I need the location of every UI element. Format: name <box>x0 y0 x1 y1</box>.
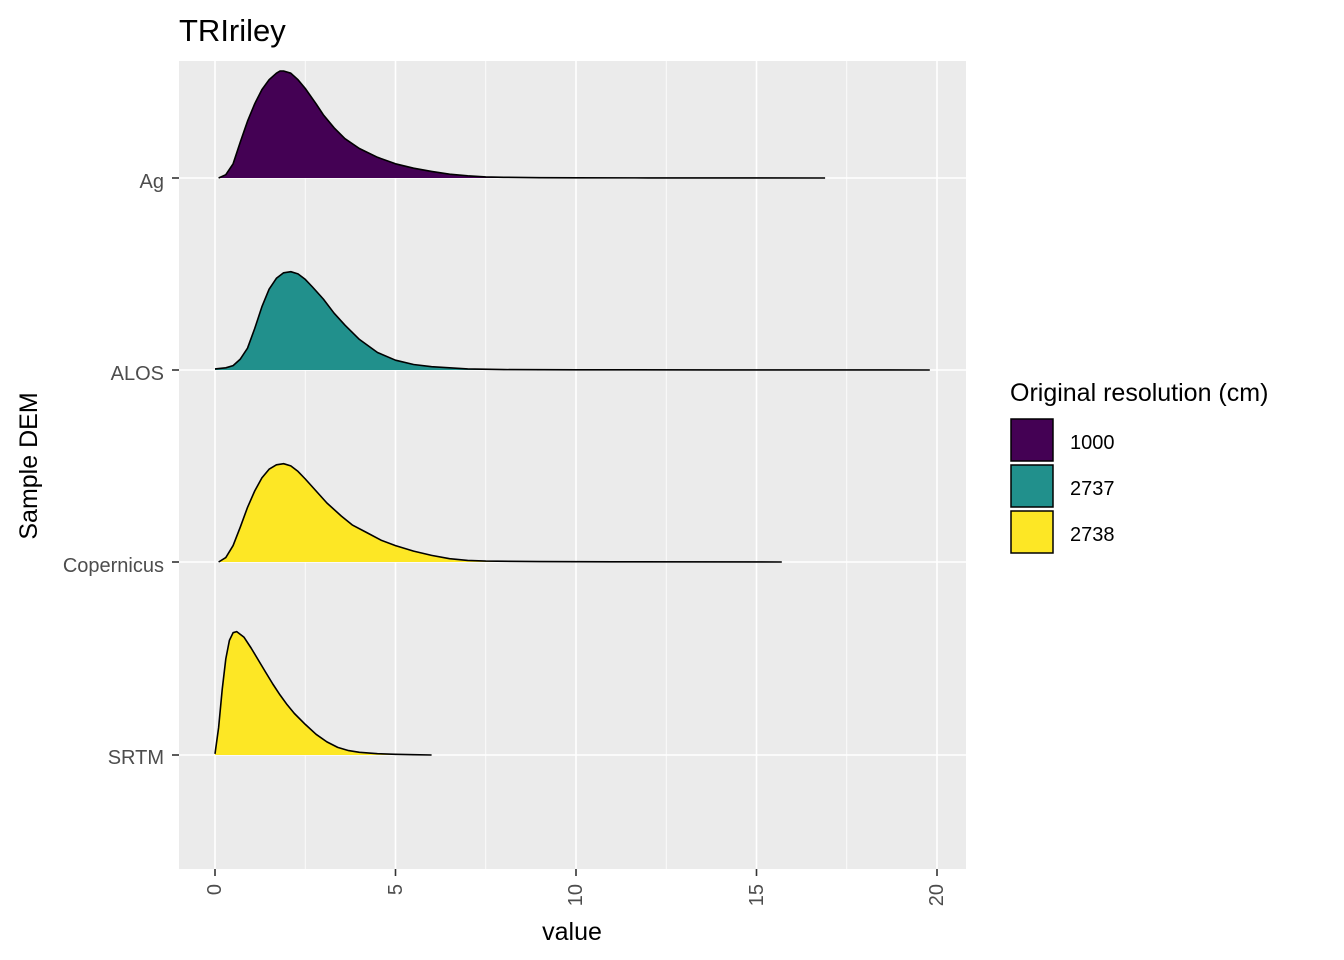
legend-item-1000: 1000 <box>1010 418 1115 462</box>
x-tick-label-20: 20 <box>926 884 948 906</box>
ridge-outline-srtm <box>214 630 432 756</box>
ridge-outline-copernicus <box>218 462 782 563</box>
x-tick-label-0: 0 <box>204 884 226 895</box>
legend-label-1000: 1000 <box>1070 432 1115 454</box>
legend-label-2737: 2737 <box>1070 478 1115 500</box>
legend-key-2738 <box>1010 510 1054 554</box>
y-tick-label-srtm: SRTM <box>108 747 164 769</box>
x-axis: 0 5 10 15 20 <box>204 869 948 906</box>
x-tick-label-10: 10 <box>565 884 587 906</box>
x-tick-label-5: 5 <box>385 884 407 895</box>
x-axis-ticks <box>214 869 938 876</box>
x-axis-title: value <box>542 918 602 946</box>
ridge-outline-ag <box>218 70 826 179</box>
y-tick-label-ag: Ag <box>140 171 164 193</box>
ridge-area-alos <box>215 271 930 370</box>
ridge-area-srtm <box>215 631 432 755</box>
x-tick-label-15: 15 <box>746 884 768 906</box>
y-axis: Ag ALOS Copernicus SRTM <box>63 171 179 769</box>
legend-key-1000 <box>1010 418 1054 462</box>
y-axis-title: Sample DEM <box>15 392 43 539</box>
legend-title: Original resolution (cm) <box>1010 379 1268 407</box>
ridge-area-ag <box>218 71 826 178</box>
legend-item-2737: 2737 <box>1010 464 1115 508</box>
y-tick-label-alos: ALOS <box>111 363 164 385</box>
legend: Original resolution (cm) 1000 2737 2738 <box>1010 379 1268 554</box>
legend-item-2738: 2738 <box>1010 510 1115 554</box>
ridge-area-copernicus <box>218 463 782 562</box>
ridges <box>214 70 930 756</box>
ridge-outline-alos <box>214 270 930 371</box>
chart-title: TRIriley <box>179 13 286 48</box>
legend-key-2737 <box>1010 464 1054 508</box>
y-tick-label-copernicus: Copernicus <box>63 555 164 577</box>
y-axis-ticks <box>172 177 179 756</box>
legend-label-2738: 2738 <box>1070 524 1115 546</box>
